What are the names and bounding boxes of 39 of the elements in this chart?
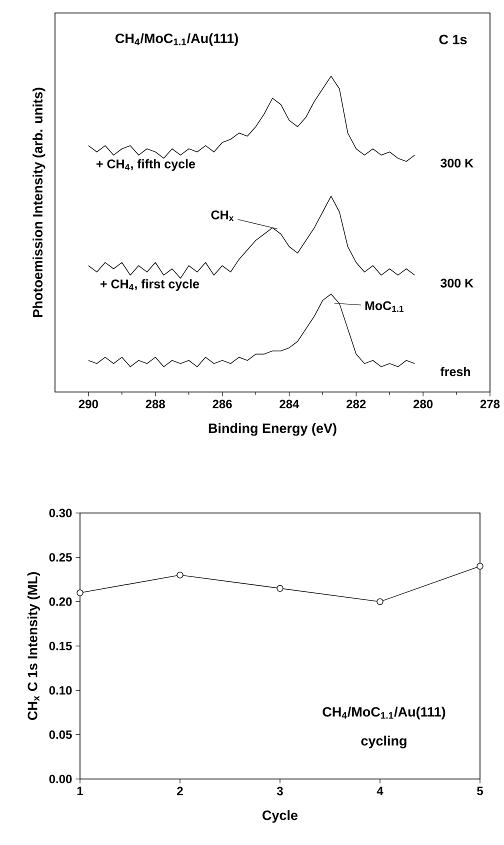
x-axis-title: Binding Energy (eV) xyxy=(208,423,336,436)
y-tick-label: 0.10 xyxy=(49,686,72,695)
x-tick-label: 280 xyxy=(413,400,433,408)
text: fresh xyxy=(440,366,470,376)
annotation: + CH$_{4}$, first cycle xyxy=(100,279,200,291)
x-tick-label: 282 xyxy=(346,400,366,408)
y-axis-title: CH$_{x}$ C 1s Intensity (ML) xyxy=(27,572,40,720)
y-tick-label: 0.20 xyxy=(49,597,72,606)
x-tick-label: 1 xyxy=(77,786,83,796)
text: 300 K xyxy=(440,158,474,168)
point xyxy=(76,589,84,596)
x-axis-title: Cycle xyxy=(262,810,298,823)
x-tick-label: 3 xyxy=(276,786,283,796)
chart-subtitle: C 1s xyxy=(439,34,467,44)
annotation: cycling xyxy=(361,736,406,748)
point xyxy=(376,598,384,606)
chart-title: CH$_{4}$/MoC$_{1.1}$/Au(111) xyxy=(116,33,238,46)
y-tick-label: 0.25 xyxy=(49,553,72,562)
y-tick-label: 0.30 xyxy=(49,508,72,518)
x-tick-label: 5 xyxy=(477,786,483,796)
text: 300 K xyxy=(440,278,474,288)
point xyxy=(476,562,484,570)
x-tick-label: 284 xyxy=(280,400,300,408)
x-tick-label: 290 xyxy=(78,400,98,408)
annotation: MoC$_{1.1}$ xyxy=(365,301,404,312)
point xyxy=(276,585,284,592)
y-tick-label: 0.05 xyxy=(49,730,72,739)
x-tick-label: 4 xyxy=(376,786,384,796)
x-tick-label: 288 xyxy=(146,400,166,408)
x-tick-label: 2 xyxy=(177,786,183,796)
annotation: + CH$_{4}$, fifth cycle xyxy=(96,159,196,171)
y-tick-label: 0.15 xyxy=(49,642,72,650)
y-tick-label: 0.00 xyxy=(49,774,72,784)
x-tick-label: 278 xyxy=(480,400,500,408)
point xyxy=(176,572,184,578)
annotation: CH$_{x}$ xyxy=(211,210,234,222)
annotation: CH$_{4}$/MoC$_{1.1}$/Au(111) xyxy=(322,706,446,720)
y-axis-title: Photoemission Intensity (arb. units) xyxy=(32,88,46,317)
x-tick-label: 286 xyxy=(212,400,232,408)
